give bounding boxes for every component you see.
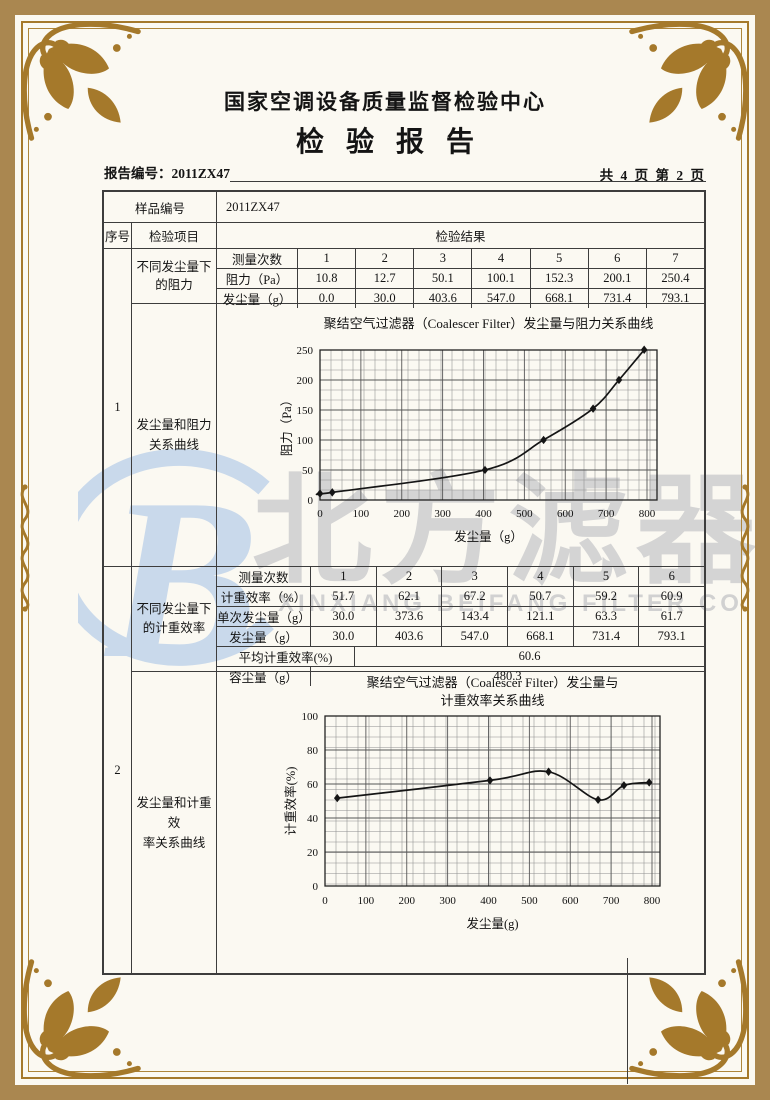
svg-text:0: 0 [308,495,314,507]
svg-text:400: 400 [475,508,492,520]
svg-text:计重效率关系曲线: 计重效率关系曲线 [440,693,544,708]
header-rule [230,181,706,182]
dust-capacity-value: 480.3 [310,667,704,686]
table-row: 测量次数 1 2 3 4 5 6 7 [217,249,704,268]
svg-text:发尘量（g）: 发尘量（g） [454,529,523,544]
svg-text:0: 0 [322,895,328,907]
col-header-result: 检验结果 [217,223,704,249]
svg-text:计重效率(%): 计重效率(%) [283,767,298,836]
svg-text:800: 800 [639,508,656,520]
item2-chart-cell: 0 100 200 300 400 500 600 700 800 0 20 40 60 80 100 聚结空… [217,672,704,973]
table-row: 平均计重效率(%) 60.6 [217,646,704,666]
svg-text:100: 100 [297,435,314,447]
svg-text:0: 0 [313,881,319,893]
svg-text:150: 150 [297,405,314,417]
resistance-chart: 0 100 200 300 400 500 600 700 800 0 50 100 150 200 250… [280,316,658,544]
svg-text:50: 50 [302,465,314,477]
table-row: 发尘量（g） 0.0 30.0 403.6 547.0 668.1 731.4 … [217,288,704,308]
svg-text:400: 400 [480,895,497,907]
svg-text:700: 700 [598,508,615,520]
table-row: 阻力（Pa） 10.8 12.7 50.1 100.1 152.3 200.1 … [217,268,704,288]
report-number: 报告编号：2011ZX47 [104,162,230,182]
svg-text:200: 200 [399,895,416,907]
item2-subtable: 测量次数 1 2 3 4 5 6 计重效率（%） 51.7 62.1 67.2 … [217,567,704,686]
sample-no-value: 2011ZX47 [217,192,704,223]
efficiency-chart: 0 100 200 300 400 500 600 700 800 0 20 40 60 80 100 聚结空… [283,675,661,931]
svg-text:60: 60 [307,779,319,791]
svg-text:聚结空气过滤器（Coalescer Filter）发尘量与阻: 聚结空气过滤器（Coalescer Filter）发尘量与阻力关系曲线 [324,316,654,331]
sample-no-label: 样品编号 [104,192,217,223]
report-number-value: 2011ZX47 [171,166,231,181]
page-info: 共 4 页 第 2 页 [599,168,706,183]
org-title: 国家空调设备质量监督检验中心 [224,90,546,114]
item2-data-label: 不同发尘量下 的计重效率 [132,567,217,672]
svg-text:500: 500 [521,895,538,907]
svg-text:100: 100 [358,895,375,907]
item1-data-label: 不同发尘量下 的阻力 [132,249,217,304]
table-row: 单次发尘量（g） 30.0 373.6 143.4 121.1 63.3 61.… [217,606,704,626]
report-number-label: 报告编号： [104,166,172,181]
svg-text:聚结空气过滤器（Coalescer Filter）发尘量与: 聚结空气过滤器（Coalescer Filter）发尘量与 [367,675,619,690]
col-header-seq: 序号 [104,223,132,249]
svg-text:0: 0 [317,508,323,520]
report-meta-row: 报告编号：2011ZX47 共 4 页 第 2 页 [102,162,706,183]
svg-text:250: 250 [297,345,314,357]
svg-text:20: 20 [307,847,319,859]
svg-text:阻力（Pa）: 阻力（Pa） [280,394,294,457]
svg-text:80: 80 [307,745,319,757]
svg-text:发尘量(g): 发尘量(g) [466,916,518,931]
svg-text:800: 800 [644,895,661,907]
item1-subtable: 测量次数 1 2 3 4 5 6 7 阻力（Pa） 10.8 12.7 50.1 [217,249,704,308]
svg-text:700: 700 [603,895,620,907]
svg-text:200: 200 [297,375,314,387]
svg-text:500: 500 [516,508,533,520]
svg-text:300: 300 [439,895,456,907]
item1-chart-label: 发尘量和阻力 关系曲线 [132,304,217,567]
svg-text:200: 200 [394,508,411,520]
svg-text:100: 100 [302,711,319,723]
item2-chart-label: 发尘量和计重效 率关系曲线 [132,672,217,973]
table-row: 计重效率（%） 51.7 62.1 67.2 50.7 59.2 60.9 [217,586,704,606]
item2-seq: 2 [104,567,132,973]
item1-chart-cell: 0 100 200 300 400 500 600 700 800 0 50 100 150 200 250… [217,304,704,567]
item1-seq: 1 [104,249,132,567]
average-efficiency-value: 60.6 [354,647,704,666]
svg-text:600: 600 [557,508,574,520]
table-row: 容尘量（g） 480.3 [217,666,704,686]
table-row: 测量次数 1 2 3 4 5 6 [217,567,704,586]
col-header-item: 检验项目 [132,223,217,249]
report-title: 检验报告 [295,127,496,158]
results-table: 样品编号 2011ZX47 序号 检验项目 检验结果 1 不同发尘量下 的阻力 … [102,190,706,975]
svg-text:100: 100 [353,508,370,520]
svg-text:600: 600 [562,895,579,907]
svg-text:40: 40 [307,813,319,825]
table-row: 发尘量（g） 30.0 403.6 547.0 668.1 731.4 793.… [217,626,704,646]
svg-text:300: 300 [434,508,451,520]
